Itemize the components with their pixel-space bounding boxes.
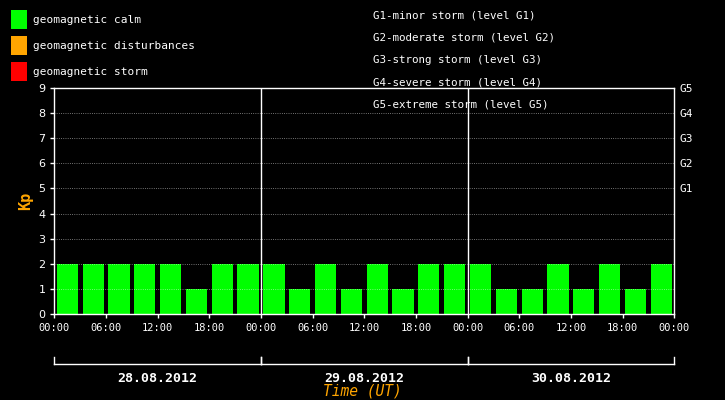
Bar [444, 264, 465, 314]
Text: 30.08.2012: 30.08.2012 [531, 372, 611, 384]
Bar [392, 289, 414, 314]
Bar [599, 264, 621, 314]
Bar [289, 289, 310, 314]
Text: 29.08.2012: 29.08.2012 [324, 372, 405, 384]
Text: G4-severe storm (level G4): G4-severe storm (level G4) [373, 77, 542, 87]
Bar [625, 289, 646, 314]
Bar [57, 264, 78, 314]
Text: G2-moderate storm (level G2): G2-moderate storm (level G2) [373, 32, 555, 42]
Text: G3-strong storm (level G3): G3-strong storm (level G3) [373, 55, 542, 65]
Text: geomagnetic calm: geomagnetic calm [33, 15, 141, 25]
Bar [238, 264, 259, 314]
Text: G5-extreme storm (level G5): G5-extreme storm (level G5) [373, 100, 549, 110]
Text: geomagnetic disturbances: geomagnetic disturbances [33, 41, 194, 51]
Bar [521, 289, 543, 314]
Y-axis label: Kp: Kp [17, 192, 33, 210]
Bar [496, 289, 517, 314]
Bar [134, 264, 155, 314]
Bar [263, 264, 284, 314]
Bar [160, 264, 181, 314]
Bar [186, 289, 207, 314]
Bar [547, 264, 568, 314]
Text: Time (UT): Time (UT) [323, 383, 402, 398]
Text: 28.08.2012: 28.08.2012 [117, 372, 198, 384]
Bar [367, 264, 388, 314]
Bar [83, 264, 104, 314]
Bar [418, 264, 439, 314]
Bar [212, 264, 233, 314]
Text: geomagnetic storm: geomagnetic storm [33, 67, 147, 77]
Bar [315, 264, 336, 314]
Bar [651, 264, 672, 314]
Text: G1-minor storm (level G1): G1-minor storm (level G1) [373, 10, 536, 20]
Bar [108, 264, 130, 314]
Bar [573, 289, 594, 314]
Bar [470, 264, 491, 314]
Bar [341, 289, 362, 314]
